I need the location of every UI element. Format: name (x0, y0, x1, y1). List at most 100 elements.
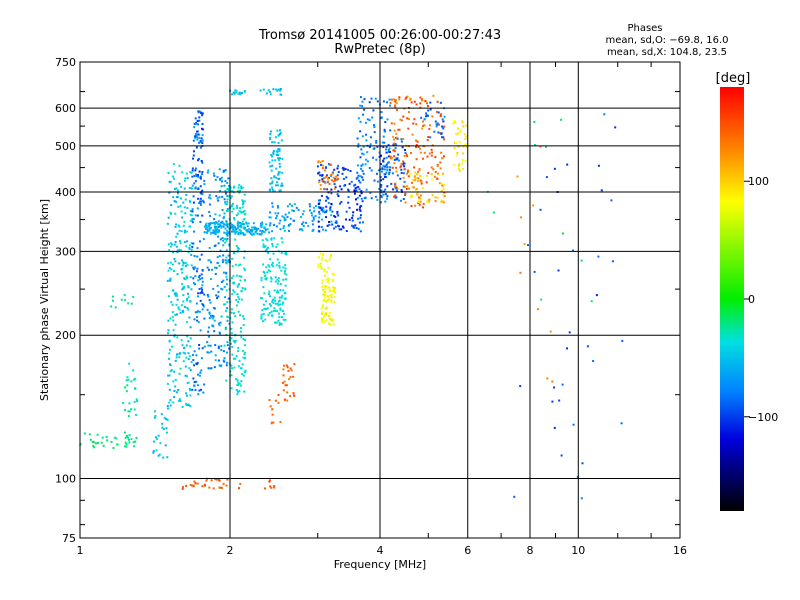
data-point (221, 258, 224, 261)
data-point (225, 249, 228, 252)
data-point (377, 169, 380, 172)
data-point (262, 303, 265, 306)
data-point (182, 224, 185, 227)
data-point (259, 89, 262, 92)
data-point (198, 310, 201, 313)
data-point (235, 378, 238, 381)
data-point (199, 299, 202, 302)
data-point (186, 263, 189, 266)
data-point (193, 122, 196, 125)
data-point (329, 255, 332, 258)
data-point (340, 201, 343, 203)
data-point (257, 227, 260, 230)
data-point (225, 484, 228, 487)
data-point (212, 172, 215, 175)
data-point (436, 177, 439, 180)
data-point (289, 395, 292, 398)
data-point (183, 206, 186, 209)
data-point (443, 115, 446, 118)
data-point (173, 396, 176, 398)
data-point (187, 358, 190, 361)
data-point (173, 257, 176, 260)
data-point (191, 246, 194, 248)
data-point (419, 179, 422, 182)
data-point (206, 308, 209, 311)
data-point (227, 259, 230, 262)
data-point (193, 350, 196, 353)
data-point (261, 221, 264, 224)
data-point (194, 117, 197, 120)
data-point (224, 303, 226, 306)
data-point (393, 149, 396, 152)
data-point (210, 278, 213, 280)
data-point (354, 224, 357, 227)
data-point (330, 319, 333, 322)
data-point (385, 156, 388, 159)
data-point (385, 146, 388, 149)
data-point (269, 216, 272, 219)
data-point (256, 232, 259, 235)
data-point (199, 197, 202, 200)
data-point (238, 191, 241, 194)
data-point (406, 172, 408, 175)
data-point (441, 157, 443, 160)
data-point (393, 158, 396, 161)
data-point (157, 434, 160, 437)
data-point (429, 108, 432, 111)
data-point (333, 188, 336, 190)
data-point (184, 198, 187, 201)
data-point (289, 217, 292, 220)
data-point (365, 139, 368, 142)
data-point (180, 304, 183, 307)
data-point (370, 169, 373, 172)
data-point (222, 222, 225, 225)
data-point (122, 401, 125, 404)
data-point (186, 276, 189, 279)
data-point (259, 233, 262, 236)
data-point (331, 171, 334, 174)
data-point (289, 376, 292, 379)
data-point (208, 311, 211, 314)
data-point (187, 381, 190, 384)
data-point (272, 309, 275, 312)
data-point (185, 172, 188, 175)
data-point (228, 223, 231, 226)
data-point (208, 351, 211, 354)
data-point (269, 138, 272, 141)
data-point (357, 227, 360, 230)
data-point (464, 137, 467, 140)
data-point (440, 182, 443, 185)
data-point (216, 228, 219, 231)
data-point (169, 348, 171, 351)
data-point (423, 124, 426, 127)
data-point (196, 138, 199, 141)
data-point (200, 290, 203, 293)
data-point (280, 269, 283, 272)
data-point (203, 183, 206, 186)
data-point (201, 134, 204, 137)
data-point (402, 115, 405, 118)
data-point (324, 259, 327, 262)
data-point (216, 176, 219, 179)
data-point (322, 228, 325, 231)
data-point (279, 421, 282, 423)
data-point (180, 268, 183, 271)
data-point (195, 167, 197, 170)
data-point (239, 190, 241, 192)
data-point (111, 295, 114, 298)
data-point (187, 308, 190, 311)
data-point (361, 170, 364, 173)
y-tick-label: 300 (55, 245, 76, 258)
data-point (178, 164, 181, 167)
data-point (262, 245, 265, 248)
data-point (216, 231, 219, 233)
data-point (196, 120, 199, 122)
data-point (170, 268, 173, 271)
data-point (246, 230, 249, 233)
data-point (281, 171, 284, 174)
data-point (199, 371, 202, 374)
data-point (224, 259, 227, 262)
data-point (206, 231, 208, 234)
data-point (280, 296, 283, 299)
data-point (264, 245, 267, 248)
